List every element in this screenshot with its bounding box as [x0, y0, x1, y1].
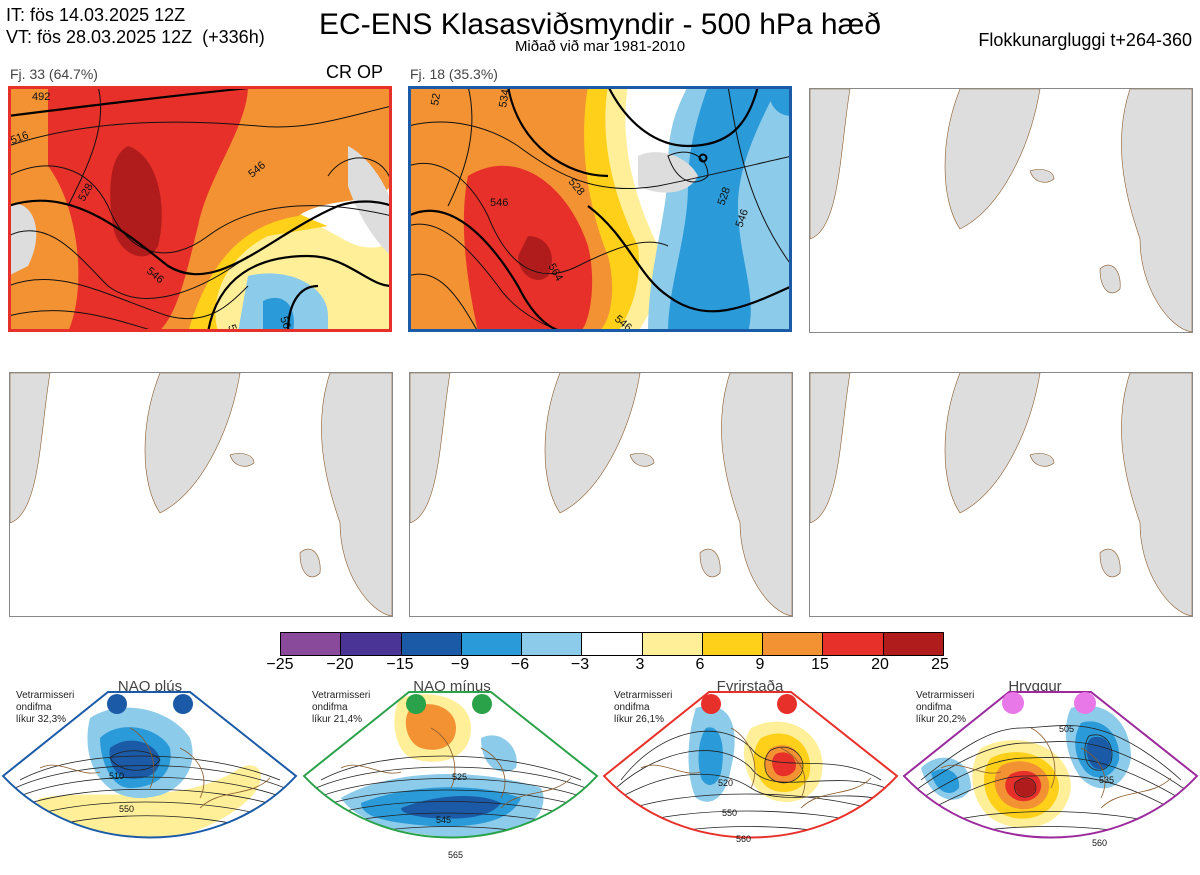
svg-text:528: 528 [716, 186, 734, 207]
svg-text:546: 546 [734, 208, 752, 229]
init-time: IT: fös 14.03.2025 12Z [6, 5, 186, 25]
colorbar-tick: −9 [450, 656, 470, 673]
regime-2-map[interactable]: 525 545 565 [301, 688, 601, 875]
regime-1-note-line: líkur 32,3% [16, 714, 67, 725]
run-info: IT: fös 14.03.2025 12Z VT: fös 28.03.202… [6, 4, 265, 48]
colorbar-tick: 9 [755, 656, 765, 673]
colorbar-swatch [461, 633, 523, 655]
cluster-1-label: Fj. 33 (64.7%) [10, 66, 98, 82]
regime-2-contour-label: 525 [452, 772, 467, 782]
regime-4-map[interactable]: 505 535 560 [901, 688, 1200, 875]
svg-text:52: 52 [429, 92, 443, 106]
regime-1-title: NAO plús [117, 678, 183, 695]
colorbar-tick: 20 [871, 656, 889, 673]
classification-window: Flokkunargluggi t+264-360 [978, 30, 1192, 50]
regime-4-title: Hryggur [1008, 678, 1062, 695]
page-subtitle: Miðað við mar 1981-2010 [514, 38, 686, 55]
page-title: EC-ENS Klasasviðsmyndir - 500 hPa hæð [319, 8, 881, 41]
regime-1-note: Vetrarmisseri ondifma líkur 32,3% [16, 690, 74, 726]
regime-3-title: Fyrirstaða [716, 678, 784, 695]
regime-2-note-line: líkur 21,4% [312, 714, 363, 725]
svg-text:492: 492 [32, 91, 50, 103]
svg-text:54: 54 [225, 323, 240, 332]
empty-map-panel [9, 372, 393, 617]
colorbar-swatch [642, 633, 703, 655]
colorbar-tick: −3 [570, 656, 590, 673]
colorbar [280, 632, 944, 656]
colorbar-swatch [823, 633, 884, 655]
colorbar-swatch [341, 633, 402, 655]
empty-map-panel [409, 372, 793, 617]
regime-1-map[interactable]: 510 550 [0, 688, 300, 875]
empty-map-panel [809, 88, 1193, 333]
regime-3-marker-dot [701, 694, 721, 714]
colorbar-tick: 15 [811, 656, 829, 673]
regime-1-contour-label: 550 [119, 804, 134, 814]
colorbar-swatch [883, 633, 943, 655]
regime-2-marker-dot [472, 694, 492, 714]
cluster-2-frame [408, 86, 792, 332]
regime-1-marker-dot [107, 694, 127, 714]
cluster-1-tag: CR OP [326, 62, 384, 82]
svg-text:546: 546 [490, 197, 508, 209]
regime-3-contour-label: 520 [718, 778, 733, 788]
colorbar-swatch [401, 633, 462, 655]
regime-3-contour-label: 550 [722, 808, 737, 818]
regime-3-note-line: líkur 26,1% [614, 714, 665, 725]
colorbar-tick: −15 [386, 656, 414, 673]
cluster-2-map[interactable]: 52 534 528 546 564 546 528 546 [408, 86, 792, 332]
regime-3-marker-dot [777, 694, 797, 714]
colorbar-tick: −6 [510, 656, 530, 673]
regime-4-note-line: líkur 20,2% [916, 714, 967, 725]
regime-3-contour-label: 560 [736, 834, 751, 844]
colorbar-tick: −25 [266, 656, 294, 673]
colorbar-tick: 6 [695, 656, 705, 673]
regime-4-contour-label: 535 [1099, 775, 1114, 785]
regime-2-contour-label: 545 [436, 815, 451, 825]
regime-3-note-line: ondifma [614, 702, 650, 713]
colorbar-swatch [281, 633, 342, 655]
colorbar-ticks: −25 −20 −15 −9 −6 −3 3 6 9 15 20 25 [260, 656, 960, 676]
colorbar-swatch [763, 633, 824, 655]
regime-1-contour-label: 510 [109, 771, 124, 781]
regime-1-marker-dot [173, 694, 193, 714]
regime-3-note: Vetrarmisseri ondifma líkur 26,1% [614, 690, 672, 726]
colorbar-swatch [522, 633, 583, 655]
regime-4-note-line: Vetrarmisseri [916, 690, 975, 701]
regime-2-note-line: ondifma [312, 702, 348, 713]
regime-2-note: Vetrarmisseri ondifma líkur 21,4% [312, 690, 370, 726]
regime-2-title: NAO mínus [413, 678, 491, 695]
valid-time: VT: fös 28.03.2025 12Z [6, 27, 193, 47]
regime-4-contour-label: 560 [1092, 838, 1107, 848]
regime-1-note-line: Vetrarmisseri [16, 690, 75, 701]
regime-4-marker-dot [1074, 692, 1096, 714]
cluster-1-frame [8, 86, 392, 332]
lead-time: (+336h) [202, 27, 265, 47]
regime-2-marker-dot [406, 694, 426, 714]
svg-text:56: 56 [277, 315, 292, 331]
colorbar-tick: −20 [326, 656, 354, 673]
regime-1-note-line: ondifma [16, 702, 52, 713]
colorbar-tick: 25 [931, 656, 949, 673]
regime-3-note-line: Vetrarmisseri [614, 690, 673, 701]
empty-map-panel [809, 372, 1193, 617]
colorbar-swatch [582, 633, 643, 655]
regime-2-note-line: Vetrarmisseri [312, 690, 371, 701]
colorbar-swatch [702, 633, 764, 655]
regime-2-contour-label: 565 [448, 850, 463, 860]
svg-text:516: 516 [9, 129, 30, 147]
cluster-2-label: Fj. 18 (35.3%) [410, 66, 498, 82]
regime-3-map[interactable]: 520 550 560 [601, 688, 901, 875]
regime-4-note: Vetrarmisseri ondifma líkur 20,2% [916, 690, 974, 726]
cluster-1-map[interactable]: 492 516 528 546 546 54 56 [8, 86, 392, 332]
svg-text:534: 534 [497, 88, 512, 108]
regime-4-note-line: ondifma [916, 702, 952, 713]
colorbar-tick: 3 [635, 656, 645, 673]
regime-4-marker-dot [1002, 692, 1024, 714]
valid-time-row: VT: fös 28.03.2025 12Z (+336h) [6, 26, 265, 48]
regime-4-contour-label: 505 [1059, 724, 1074, 734]
